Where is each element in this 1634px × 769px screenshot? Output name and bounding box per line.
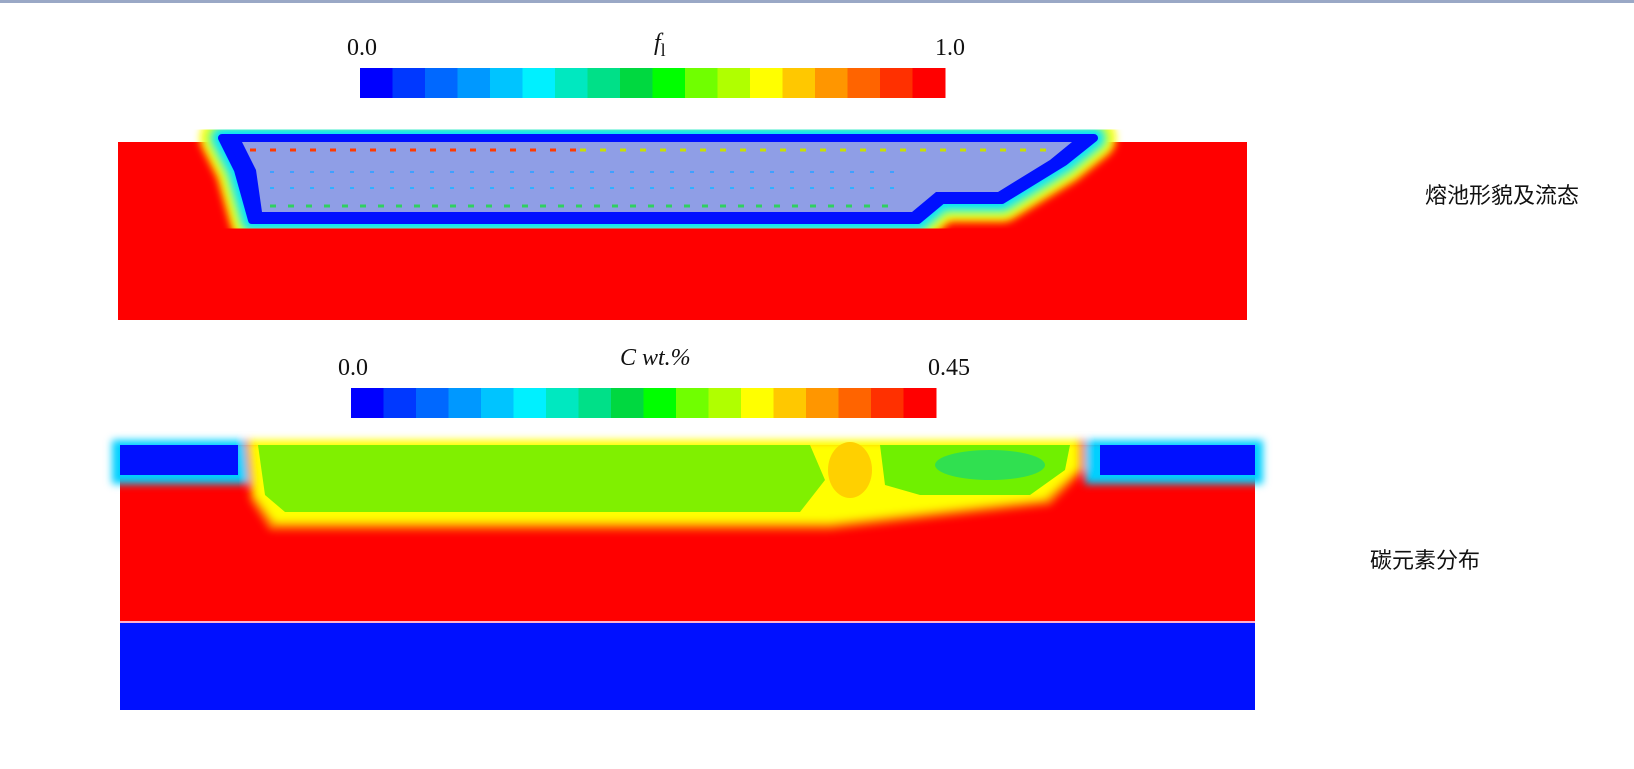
- colorbar-swatch: [481, 388, 514, 418]
- colorbar: [351, 388, 937, 418]
- colorbar-swatch: [425, 68, 458, 98]
- caption: 熔池形貌及流态: [1425, 184, 1579, 209]
- colorbar-swatch: [513, 388, 547, 418]
- colorbar-swatch: [847, 68, 881, 98]
- colorbar-swatch: [903, 388, 937, 418]
- colorbar-swatch: [416, 388, 449, 418]
- caption: 碳元素分布: [1370, 549, 1480, 574]
- colorbar-swatch: [643, 388, 677, 418]
- colorbar-swatch: [717, 68, 751, 98]
- colorbar-swatch: [490, 68, 523, 98]
- colorbar-swatch: [806, 388, 839, 418]
- colorbar-swatch: [522, 68, 556, 98]
- colorbar-swatch: [448, 388, 482, 418]
- colorbar-swatch: [652, 68, 686, 98]
- colorbar-swatch: [708, 388, 742, 418]
- colorbar-swatch: [871, 388, 904, 418]
- colorbar-swatch: [782, 68, 816, 98]
- top-rule: [0, 0, 1634, 3]
- colorbar-min: 0.0: [338, 355, 368, 381]
- colorbar-swatch: [587, 68, 621, 98]
- melt-pool-plot: [118, 116, 1247, 320]
- colorbar-max: 0.45: [928, 355, 970, 381]
- colorbar-swatch: [351, 388, 384, 418]
- colorbar-symbol: fl: [654, 30, 666, 60]
- colorbar-swatch: [741, 388, 774, 418]
- colorbar-swatch: [773, 388, 807, 418]
- colorbar-swatch: [750, 68, 783, 98]
- colorbar-min: 0.0: [347, 35, 377, 61]
- colorbar-swatch: [685, 68, 718, 98]
- colorbar-swatch: [676, 388, 709, 418]
- colorbar-max: 1.0: [935, 35, 965, 61]
- colorbar-swatch: [620, 68, 653, 98]
- colorbar-swatch: [360, 68, 393, 98]
- colorbar-swatch: [578, 388, 612, 418]
- colorbar: [360, 68, 946, 98]
- colorbar-symbol: C wt.%: [620, 345, 691, 371]
- colorbar-swatch: [912, 68, 946, 98]
- colorbar-swatch: [880, 68, 913, 98]
- colorbar-swatch: [838, 388, 872, 418]
- symbol: f: [654, 30, 664, 56]
- carbon-plot: [112, 440, 1263, 710]
- colorbar-swatch: [392, 68, 426, 98]
- colorbar-swatch: [457, 68, 491, 98]
- colorbar-swatch: [555, 68, 588, 98]
- colorbar-swatch: [611, 388, 644, 418]
- subscript: l: [661, 40, 666, 60]
- colorbar-swatch: [383, 388, 417, 418]
- colorbar-swatch: [546, 388, 579, 418]
- colorbar-swatch: [815, 68, 848, 98]
